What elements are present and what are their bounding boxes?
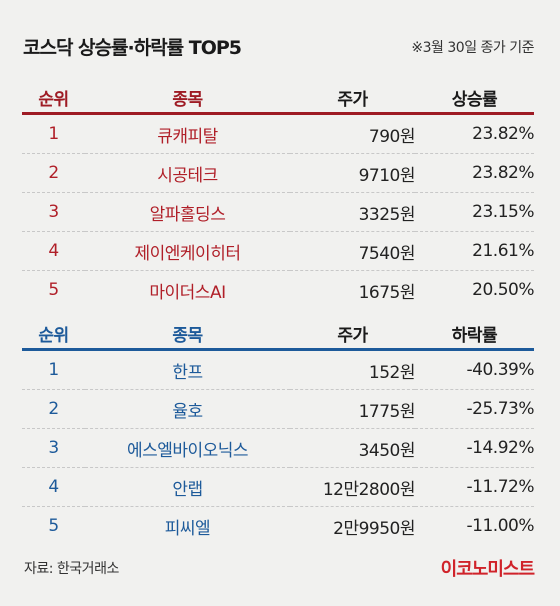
table-row: 2 율호 1775원 -25.73%	[22, 389, 535, 429]
gainers-header-row: 순위 종목 주가 상승률	[22, 82, 534, 115]
table-row: 5 피씨엘 2만9950원 -11.00%	[22, 507, 534, 546]
header-rate: 하락률	[415, 318, 534, 351]
table-row: 1 큐캐피탈 790원 23.82%	[22, 113, 535, 154]
price-cell: 2만9950원	[333, 518, 415, 539]
stock-name-cell: 안랩	[85, 467, 290, 507]
header-rank: 순위	[22, 318, 85, 351]
price-cell: 1775원	[290, 389, 416, 429]
header-rank: 순위	[22, 82, 85, 115]
rank-cell: 3	[22, 192, 85, 232]
price-cell: 12만2800원	[290, 467, 416, 507]
rate-cell: -14.92%	[415, 428, 535, 468]
header-rate: 상승률	[415, 82, 534, 115]
header-price: 주가	[290, 318, 415, 351]
stock-name-cell: 에스엘바이오닉스	[85, 428, 290, 468]
rank-cell: 4	[22, 231, 85, 271]
stock-name-cell: 큐캐피탈	[85, 113, 290, 154]
rank-cell: 3	[22, 428, 85, 468]
rank-cell: 1	[22, 349, 85, 390]
price-cell: 152원	[290, 349, 416, 390]
header-stock: 종목	[85, 82, 290, 115]
losers-header-row: 순위 종목 주가 하락률	[22, 318, 534, 351]
table-row: 4 제이엔케이히터 7540원 21.61%	[22, 231, 535, 271]
gainers-table: 순위 종목 주가 상승률 1 큐캐피탈 790원 23.82% 2 시공테크 9…	[22, 82, 535, 310]
source-note: 자료: 한국거래소	[24, 561, 119, 577]
losers-table: 순위 종목 주가 하락률 1 한프 152원 -40.39% 2 율호 1775…	[22, 318, 535, 546]
stock-name-cell: 한프	[85, 349, 290, 390]
header-stock: 종목	[85, 318, 290, 351]
stock-name-cell: 알파홀딩스	[85, 192, 290, 232]
price-cell: 1675원	[358, 282, 416, 303]
page-title: 코스닥 상승률·하락률 TOP5	[23, 37, 242, 59]
stock-name-cell: 마이더스AI	[149, 282, 226, 303]
rank-cell: 2	[22, 153, 85, 193]
table-row: 4 안랩 12만2800원 -11.72%	[22, 467, 535, 507]
rank-cell: 5	[48, 516, 59, 536]
stock-name-cell: 율호	[85, 389, 290, 429]
rank-cell: 1	[22, 113, 85, 154]
rate-cell: -40.39%	[415, 349, 535, 390]
price-cell: 9710원	[290, 153, 416, 193]
rate-cell: 23.82%	[415, 153, 535, 193]
stock-name-cell: 피씨엘	[164, 518, 211, 539]
rate-cell: 23.15%	[415, 192, 535, 232]
table-row: 3 에스엘바이오닉스 3450원 -14.92%	[22, 428, 535, 468]
header-price: 주가	[290, 82, 415, 115]
table-row: 2 시공테크 9710원 23.82%	[22, 153, 535, 193]
rate-cell: -11.72%	[415, 467, 535, 507]
rate-cell: -11.00%	[466, 516, 535, 536]
rate-cell: 21.61%	[415, 231, 535, 271]
table-row: 5 마이더스AI 1675원 20.50%	[22, 271, 534, 310]
rate-cell: 23.82%	[415, 113, 535, 154]
price-cell: 790원	[290, 113, 416, 154]
rank-cell: 4	[22, 467, 85, 507]
rank-cell: 2	[22, 389, 85, 429]
stock-name-cell: 시공테크	[85, 153, 290, 193]
price-cell: 3325원	[290, 192, 416, 232]
rank-cell: 5	[48, 280, 59, 300]
table-row: 1 한프 152원 -40.39%	[22, 349, 535, 390]
price-cell: 3450원	[290, 428, 416, 468]
price-cell: 7540원	[290, 231, 416, 271]
table-row: 3 알파홀딩스 3325원 23.15%	[22, 192, 535, 232]
stock-name-cell: 제이엔케이히터	[85, 231, 290, 271]
rate-cell: 20.50%	[472, 280, 534, 300]
brand-logo: 이코노미스트	[440, 559, 535, 580]
rate-cell: -25.73%	[415, 389, 535, 429]
date-note: ※3월 30일 종가 기준	[411, 40, 534, 56]
